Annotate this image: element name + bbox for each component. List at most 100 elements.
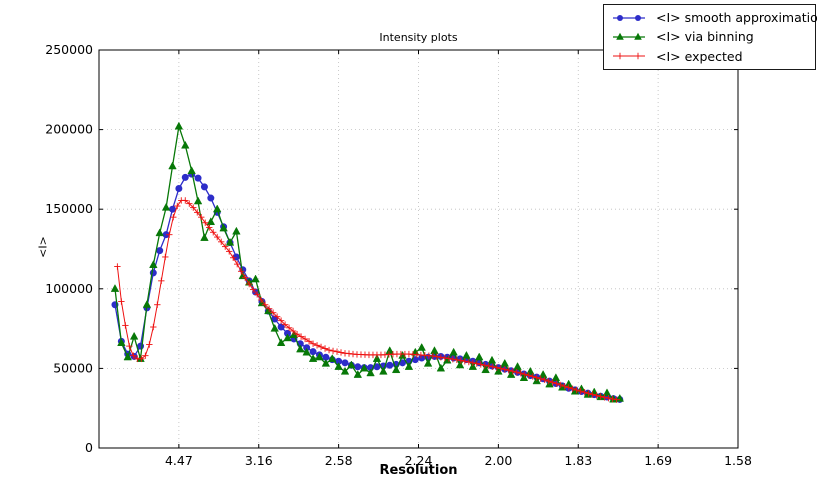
data-point-triangle	[315, 352, 324, 361]
x-tick-label: 2.24	[405, 453, 433, 468]
y-tick-label: 250000	[45, 42, 93, 57]
data-point-triangle	[334, 362, 343, 370]
series-line	[114, 126, 620, 401]
y-tick-label: 150000	[45, 201, 93, 216]
y-tick-label: 0	[85, 440, 93, 455]
data-point-triangle	[251, 274, 260, 283]
legend-marker-plus-icon	[613, 53, 645, 60]
data-point-triangle	[340, 366, 350, 375]
data-point-triangle	[117, 338, 126, 346]
data-point-circle	[341, 359, 349, 367]
data-point-triangle	[181, 140, 190, 149]
data-point-circle	[168, 205, 176, 213]
data-point-triangle	[200, 233, 209, 241]
legend-item: <I> expected	[610, 47, 809, 65]
data-point-triangle	[423, 358, 433, 367]
data-point-triangle	[219, 223, 228, 232]
legend-label: <I> expected	[656, 48, 743, 64]
data-point-triangle	[212, 204, 222, 213]
data-point-circle	[354, 363, 362, 371]
axes-spines	[98, 49, 739, 449]
x-tick-label: 2.58	[325, 453, 353, 468]
series-smooth-approximation	[111, 170, 624, 403]
x-tick-label: 3.16	[245, 453, 273, 468]
data-point-triangle	[455, 360, 465, 369]
data-point-triangle	[296, 344, 305, 353]
data-point-triangle	[359, 363, 369, 372]
data-point-triangle	[430, 346, 439, 354]
data-point-triangle	[149, 260, 158, 268]
data-point-triangle	[129, 331, 139, 340]
legend-box: <I> smooth approximation <I> via binning <…	[603, 4, 817, 70]
data-point-triangle	[206, 217, 216, 225]
series-via-binning	[110, 121, 625, 403]
data-point-circle	[277, 323, 285, 331]
data-point-circle	[309, 348, 317, 356]
data-point-circle	[418, 354, 426, 362]
data-point-circle	[194, 174, 202, 182]
data-point-triangle	[168, 161, 177, 170]
data-point-circle	[175, 185, 183, 193]
data-point-triangle	[187, 166, 196, 175]
data-point-triangle	[391, 365, 401, 374]
data-point-triangle	[308, 354, 318, 362]
x-tick-label: 2.00	[484, 453, 512, 468]
data-point-triangle	[436, 363, 446, 372]
legend-marker-circle-icon	[613, 14, 645, 21]
y-tick-label: 100000	[45, 281, 93, 296]
data-point-triangle	[110, 284, 120, 292]
data-point-circle	[200, 183, 208, 191]
axis-ticks: 4.47 3.16 2.58 2.24 2.00 1.83 1.69 1.58 0 50000 10…	[45, 42, 752, 468]
data-point-triangle	[513, 362, 522, 370]
data-point-circle	[181, 173, 189, 181]
data-point-triangle	[347, 360, 356, 369]
data-point-circle	[207, 194, 215, 202]
data-point-triangle	[379, 366, 388, 375]
data-point-triangle	[545, 379, 554, 388]
data-point-triangle	[155, 228, 164, 237]
legend-item: <I> via binning	[610, 28, 809, 46]
data-point-triangle	[404, 362, 414, 370]
x-tick-label: 1.58	[724, 453, 752, 468]
data-point-triangle	[602, 388, 612, 397]
y-tick-label: 200000	[45, 122, 93, 137]
data-point-triangle	[366, 368, 375, 377]
data-point-triangle	[302, 347, 311, 356]
data-point-triangle	[283, 333, 292, 342]
data-point-triangle	[449, 347, 458, 356]
x-axis-label: Resolution	[379, 463, 458, 478]
data-point-triangle	[161, 202, 171, 211]
legend-label: <I> via binning	[656, 29, 754, 45]
data-point-triangle	[417, 342, 426, 351]
data-point-triangle	[123, 352, 132, 361]
data-point-circle	[156, 247, 164, 255]
data-point-triangle	[500, 358, 509, 367]
data-point-triangle	[468, 362, 478, 370]
x-tick-label: 4.47	[165, 453, 193, 468]
series-expected	[114, 197, 620, 403]
data-point-triangle	[225, 237, 235, 246]
data-point-triangle	[193, 196, 203, 205]
data-point-triangle	[551, 373, 561, 382]
data-point-triangle	[321, 358, 331, 367]
legend-item: <I> smooth approximation	[610, 9, 817, 27]
data-point-triangle	[474, 352, 484, 361]
data-point-triangle	[276, 338, 286, 346]
data-point-triangle	[519, 373, 529, 382]
data-point-triangle	[270, 323, 279, 332]
gridlines	[99, 50, 738, 448]
data-point-circle	[386, 361, 394, 369]
x-tick-label: 1.69	[644, 453, 672, 468]
chart-title: Intensity plots	[379, 31, 458, 44]
legend-label: <I> smooth approximation	[656, 10, 817, 26]
legend-marker-triangle-icon	[613, 32, 645, 40]
data-point-triangle	[372, 354, 382, 362]
data-point-triangle	[142, 299, 152, 308]
data-point-triangle	[462, 350, 471, 359]
data-point-triangle	[174, 121, 184, 130]
data-point-triangle	[487, 355, 497, 364]
data-point-triangle	[481, 365, 490, 374]
x-tick-label: 1.83	[564, 453, 592, 468]
